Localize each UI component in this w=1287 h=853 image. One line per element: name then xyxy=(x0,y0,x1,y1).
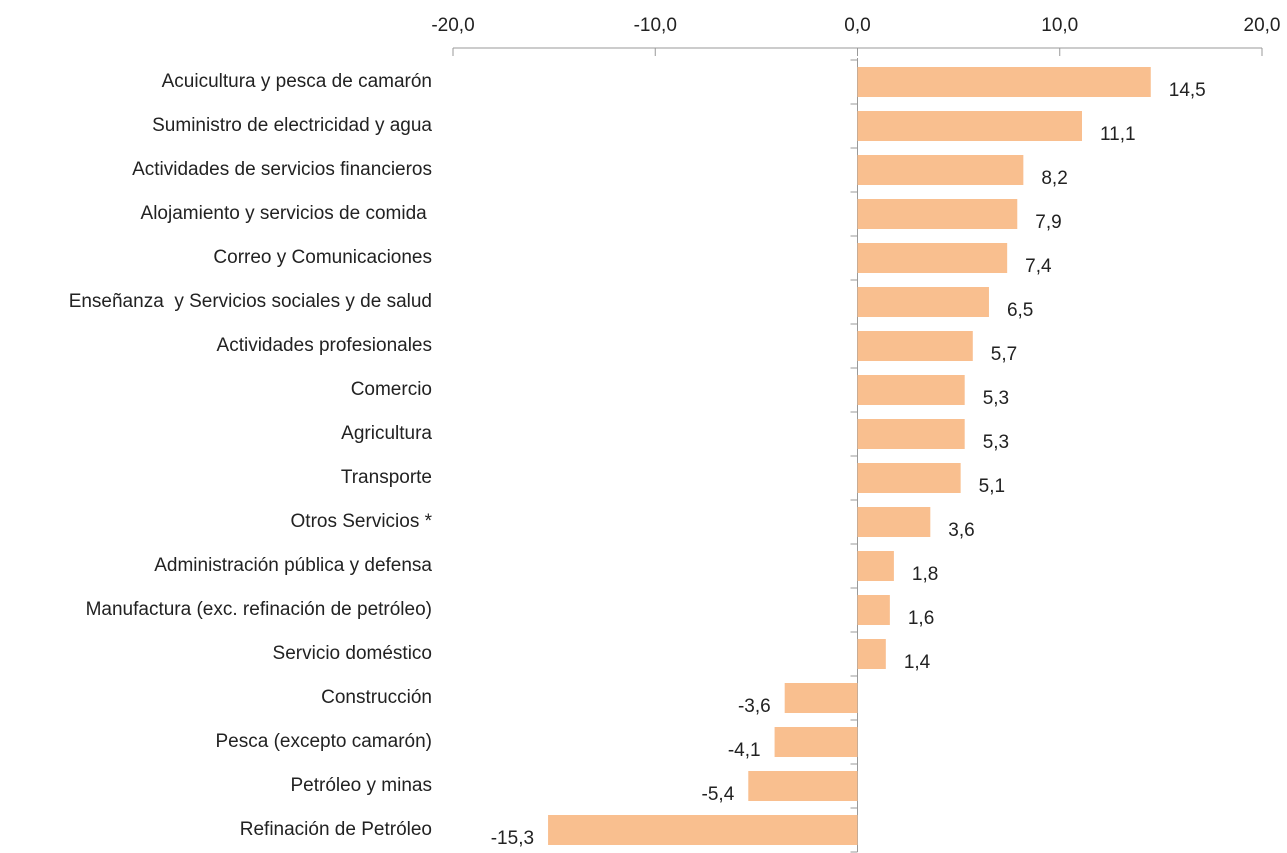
category-label: Administración pública y defensa xyxy=(154,555,432,576)
bar xyxy=(857,199,1018,229)
data-label: 7,9 xyxy=(1035,212,1061,233)
category-label: Petróleo y minas xyxy=(290,775,432,796)
bar xyxy=(774,727,858,757)
bar xyxy=(857,243,1008,273)
x-tick-label: -20,0 xyxy=(431,15,474,36)
category-label: Manufactura (exc. refinación de petróleo… xyxy=(86,599,432,620)
data-label: -3,6 xyxy=(738,696,771,717)
data-label: 6,5 xyxy=(1007,300,1033,321)
category-label: Correo y Comunicaciones xyxy=(213,247,432,268)
bar xyxy=(748,771,858,801)
category-label: Actividades de servicios financieros xyxy=(132,159,432,180)
data-label: 5,7 xyxy=(991,344,1017,365)
data-label: -4,1 xyxy=(728,740,761,761)
category-label: Alojamiento y servicios de comida xyxy=(141,203,432,224)
bar xyxy=(857,375,965,405)
category-label: Suministro de electricidad y agua xyxy=(152,115,432,136)
x-tick-label: 20,0 xyxy=(1244,15,1281,36)
category-label: Acuicultura y pesca de camarón xyxy=(162,71,432,92)
bar xyxy=(857,67,1151,97)
bar xyxy=(857,155,1024,185)
data-label: -5,4 xyxy=(702,784,735,805)
data-label: 5,3 xyxy=(983,388,1009,409)
bar xyxy=(857,639,886,669)
category-label: Pesca (excepto camarón) xyxy=(216,731,433,752)
bar xyxy=(857,507,931,537)
data-label: 8,2 xyxy=(1041,168,1067,189)
x-tick-label: 10,0 xyxy=(1041,15,1078,36)
bar xyxy=(857,595,890,625)
data-label: 3,6 xyxy=(948,520,974,541)
bar xyxy=(857,331,973,361)
category-label: Servicio doméstico xyxy=(273,643,432,664)
bar xyxy=(857,419,965,449)
data-label: 5,1 xyxy=(979,476,1005,497)
data-label: 14,5 xyxy=(1169,80,1206,101)
category-label: Actividades profesionales xyxy=(217,335,432,356)
bar xyxy=(548,815,858,845)
bar xyxy=(784,683,858,713)
bar xyxy=(857,551,894,581)
data-label: 5,3 xyxy=(983,432,1009,453)
category-label: Comercio xyxy=(351,379,432,400)
category-label: Refinación de Petróleo xyxy=(240,819,432,840)
bar xyxy=(857,111,1082,141)
category-label: Otros Servicios * xyxy=(291,511,433,532)
x-tick-label: -10,0 xyxy=(634,15,677,36)
x-tick-label: 0,0 xyxy=(844,15,870,36)
bar xyxy=(857,463,961,493)
category-label: Transporte xyxy=(341,467,432,488)
data-label: 1,4 xyxy=(904,652,931,673)
bar xyxy=(857,287,989,317)
data-label: 1,8 xyxy=(912,564,938,585)
data-label: 7,4 xyxy=(1025,256,1052,277)
data-label: 11,1 xyxy=(1100,124,1136,145)
data-label: -15,3 xyxy=(491,828,534,849)
category-label: Agricultura xyxy=(341,423,432,444)
category-label: Enseñanza y Servicios sociales y de salu… xyxy=(69,291,432,312)
data-label: 1,6 xyxy=(908,608,934,629)
category-label: Construcción xyxy=(321,687,432,708)
